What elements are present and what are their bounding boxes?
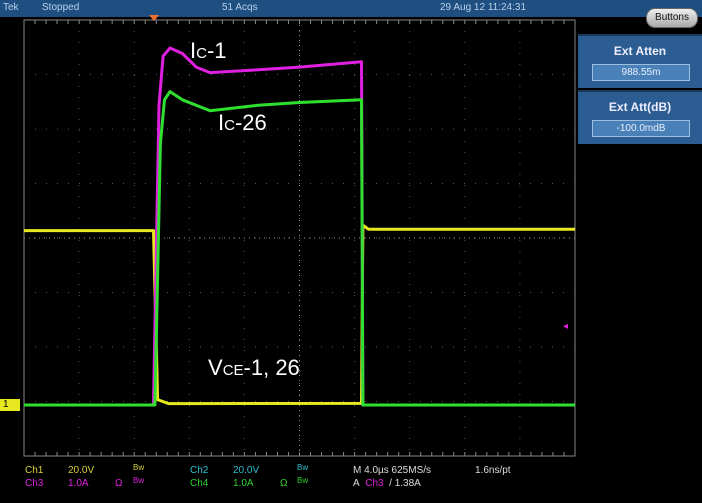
- ch2-label[interactable]: Ch2: [190, 465, 209, 476]
- ext-att-db-value[interactable]: -100.0mdB: [592, 120, 690, 137]
- ch3-scale: 1.0A: [68, 478, 89, 489]
- annotation-ic26: IC-26: [218, 110, 267, 135]
- ch2-scale: 20.0V: [233, 465, 260, 476]
- ch3-position-marker[interactable]: ◂: [563, 321, 569, 332]
- acquisition-count: 51 Acqs: [222, 2, 258, 13]
- datetime: 29 Aug 12 11:24:31: [440, 2, 527, 13]
- ext-att-db-panel[interactable]: Ext Att(dB) -100.0mdB: [578, 90, 702, 144]
- trace-ch4: [24, 90, 575, 407]
- trace-ch3: [24, 46, 575, 407]
- trigger-readout[interactable]: A Ch3 / 1.38A: [353, 478, 421, 489]
- ext-atten-value[interactable]: 988.55m: [592, 64, 690, 81]
- annotation-ic1: IC-1: [190, 38, 227, 63]
- ch2-bw: Bw: [297, 463, 309, 472]
- ext-atten-panel[interactable]: Ext Atten 988.55m: [578, 34, 702, 88]
- ch1-bw: Bw: [133, 463, 145, 472]
- acquisition-state: Stopped: [42, 2, 80, 13]
- ch4-label[interactable]: Ch4: [190, 478, 209, 489]
- ch3-ohm: Ω: [115, 478, 123, 489]
- ch3-label[interactable]: Ch3: [25, 478, 44, 489]
- ch3-bw: Bw: [133, 476, 145, 485]
- ch1-label[interactable]: Ch1: [25, 465, 44, 476]
- ext-atten-title: Ext Atten: [613, 44, 667, 58]
- timebase-readout[interactable]: M 4.0µs 625MS/s: [353, 465, 432, 476]
- ch4-scale: 1.0A: [233, 478, 254, 489]
- ch1-ground-marker[interactable]: 1: [0, 399, 20, 411]
- annotation-vce: VCE-1, 26: [208, 355, 300, 380]
- ch4-bw: Bw: [297, 476, 309, 485]
- trigger-position-marker: [149, 15, 159, 21]
- brand-label: Tek: [3, 2, 19, 13]
- buttons-button[interactable]: Buttons: [646, 8, 698, 28]
- ch4-ohm: Ω: [280, 478, 288, 489]
- status-bar: Tek Stopped 51 Acqs 29 Aug 12 11:24:31: [0, 0, 702, 17]
- ch1-scale: 20.0V: [68, 465, 95, 476]
- ext-att-db-title: Ext Att(dB): [608, 100, 672, 114]
- resolution-readout: 1.6ns/pt: [475, 465, 511, 476]
- trace-ch1: [24, 223, 575, 406]
